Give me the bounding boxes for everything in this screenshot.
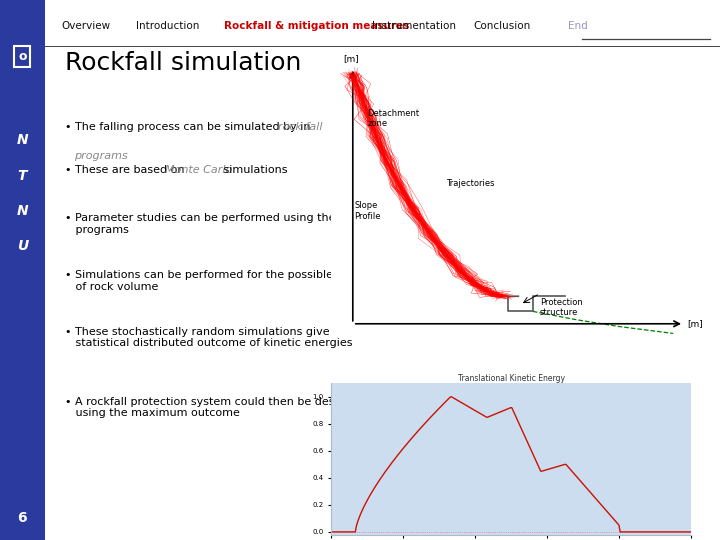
Text: • Parameter studies can be performed using these
   programs: • Parameter studies can be performed usi… xyxy=(65,213,348,235)
Text: programs: programs xyxy=(73,151,127,161)
Text: Protection
structure: Protection structure xyxy=(540,298,582,317)
Text: T: T xyxy=(17,168,27,183)
Text: o: o xyxy=(18,50,27,63)
Text: Conclusion: Conclusion xyxy=(474,21,531,31)
Title: Translational Kinetic Energy: Translational Kinetic Energy xyxy=(458,374,564,383)
Text: [m]: [m] xyxy=(343,55,359,64)
Text: Instrumentation: Instrumentation xyxy=(372,21,456,31)
Text: • These are based on: • These are based on xyxy=(65,165,188,175)
Text: 6: 6 xyxy=(17,511,27,525)
Text: U: U xyxy=(17,239,28,253)
Text: Rockfall & mitigation measures: Rockfall & mitigation measures xyxy=(224,21,409,31)
Text: End: End xyxy=(568,21,588,31)
Text: • The falling process can be simulated by in: • The falling process can be simulated b… xyxy=(65,122,314,132)
Text: Introduction: Introduction xyxy=(136,21,199,31)
Text: N: N xyxy=(17,204,28,218)
Text: Overview: Overview xyxy=(61,21,111,31)
Text: [m]: [m] xyxy=(688,319,703,328)
Text: Rockfall simulation: Rockfall simulation xyxy=(65,51,301,75)
Text: Slope
Profile: Slope Profile xyxy=(354,201,381,220)
Text: simulations: simulations xyxy=(220,165,288,175)
Text: • These stochastically random simulations give a
   statistical distributed outc: • These stochastically random simulation… xyxy=(65,327,352,348)
Text: Detachment
zone: Detachment zone xyxy=(367,109,419,129)
Text: Trajectories: Trajectories xyxy=(446,179,495,188)
Text: Monte Carlo: Monte Carlo xyxy=(165,165,232,175)
Text: • A rockfall protection system could then be designed
   using the maximum outco: • A rockfall protection system could the… xyxy=(65,397,366,418)
Text: N: N xyxy=(17,133,28,147)
Text: • Simulations can be performed for the possible range
   of rock volume: • Simulations can be performed for the p… xyxy=(65,270,369,292)
Text: rock fall: rock fall xyxy=(278,122,322,132)
